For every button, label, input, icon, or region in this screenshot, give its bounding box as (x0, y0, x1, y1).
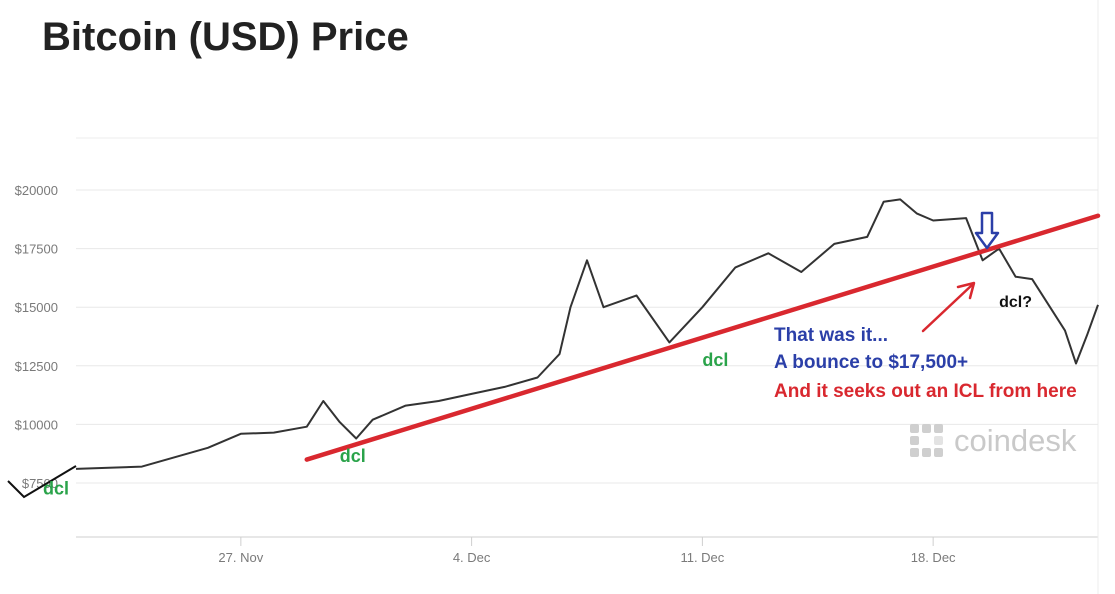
coindesk-logo-icon (910, 424, 943, 457)
y-tick-label: $7500 (22, 476, 58, 491)
x-tick-label: 18. Dec (911, 550, 956, 565)
y-tick-label: $17500 (15, 242, 58, 257)
annotation-note: That was it... (774, 325, 888, 346)
dcl-label: dcl (702, 350, 728, 370)
trendline (304, 213, 1101, 462)
dcl-labels: dcl dcl dcl (43, 350, 728, 499)
dcl-label: dcl (340, 446, 366, 466)
price-series-line (75, 198, 1099, 470)
left-bounce-marker (7, 465, 77, 499)
y-tick-label: $15000 (15, 300, 58, 315)
chart-title: Bitcoin (USD) Price (42, 15, 409, 59)
y-gridlines (76, 189, 1098, 484)
annotation-note: And it seeks out an ICL from here (774, 381, 1077, 402)
annotation-note: A bounce to $17,500+ (774, 352, 968, 373)
dcl-question-label: dcl? (999, 294, 1032, 311)
y-tick-label: $10000 (15, 417, 58, 432)
coindesk-logo: coindesk (910, 423, 1077, 458)
x-tick-label: 11. Dec (680, 550, 724, 565)
x-tick-label: 27. Nov (218, 550, 263, 565)
y-tick-label: $12500 (15, 359, 58, 374)
y-tick-label: $20000 (15, 183, 58, 198)
x-tick-label: 4. Dec (453, 550, 491, 565)
pointer-arrow-icon (921, 281, 976, 333)
down-arrow-icon (974, 211, 1000, 250)
y-axis-ticks: $7500 $10000 $12500 $15000 $17500 $20000 (15, 183, 58, 491)
x-axis-ticks: 27. Nov 4. Dec 11. Dec 18. Dec (218, 537, 956, 565)
dcl-label: dcl (43, 479, 69, 499)
coindesk-logo-text: coindesk (954, 423, 1077, 458)
annotation-notes: That was it... A bounce to $17,500+ And it… (774, 325, 1077, 402)
